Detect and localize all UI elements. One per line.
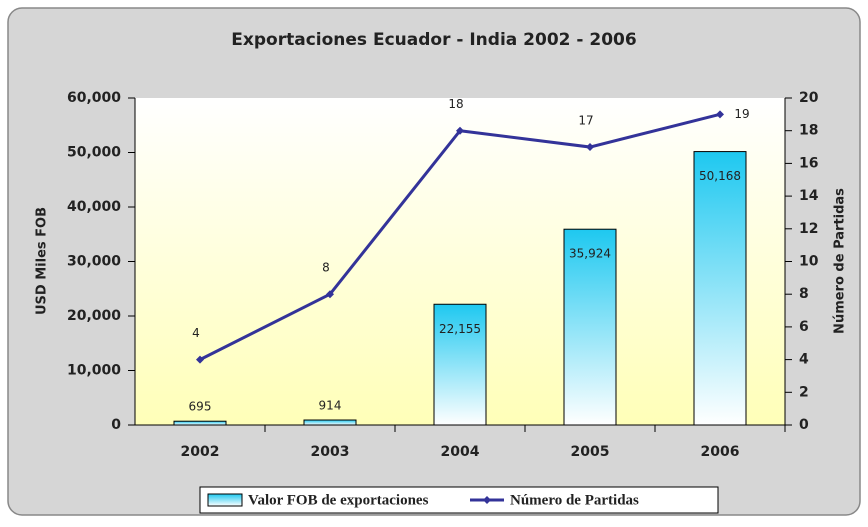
x-tick-label: 2006 [701,444,740,460]
x-tick-label: 2003 [311,444,350,460]
legend-label: Número de Partidas [510,492,639,508]
y2-tick-label: 14 [799,188,819,204]
y2-tick-label: 2 [799,384,809,400]
y2-tick-label: 8 [799,286,809,302]
line-value-label: 4 [192,326,200,340]
y-tick-label: 0 [111,417,121,433]
line-marker [326,290,334,299]
line-value-label: 8 [322,261,330,275]
line-marker [196,355,204,364]
y2-tick-label: 18 [799,123,818,139]
y2-tick-label: 6 [799,319,809,335]
line-marker [586,143,594,152]
bar-value-label: 22,155 [439,322,481,336]
bar [173,420,227,426]
chart-title: Exportaciones Ecuador - India 2002 - 200… [231,30,636,50]
y-tick-label: 20,000 [67,308,121,324]
bar [433,303,487,426]
bar-value-label: 35,924 [569,247,611,261]
y-tick-label: 60,000 [67,90,121,106]
y-tick-label: 10,000 [67,363,121,379]
legend-label: Valor FOB de exportaciones [248,492,429,508]
line-value-label: 18 [448,97,463,111]
y-tick-label: 40,000 [67,199,121,215]
line-marker [716,110,724,119]
y2-tick-label: 12 [799,221,818,237]
bar [303,419,357,426]
y-axis-title: USD Miles FOB [35,207,50,315]
y-tick-label: 30,000 [67,254,121,270]
x-tick-label: 2002 [181,444,220,460]
bar-value-label: 695 [189,400,212,414]
y-tick-label: 50,000 [67,145,121,161]
line-marker [456,126,464,135]
bar [563,228,617,426]
line-value-label: 19 [734,107,749,121]
legend-marker [483,496,491,504]
y2-tick-label: 10 [799,254,819,270]
bar [693,151,747,426]
line-value-label: 17 [578,114,593,128]
x-tick-label: 2004 [441,444,480,460]
bar-value-label: 914 [319,399,342,413]
y2-tick-label: 16 [799,155,818,171]
x-tick-label: 2005 [571,444,610,460]
bar-value-label: 50,168 [699,169,741,183]
legend-swatch [207,493,243,507]
y2-tick-label: 20 [799,90,819,106]
y2-axis-title: Número de Partidas [833,188,848,334]
legend [199,486,719,514]
y2-tick-label: 4 [799,352,809,368]
y2-tick-label: 0 [799,417,809,433]
